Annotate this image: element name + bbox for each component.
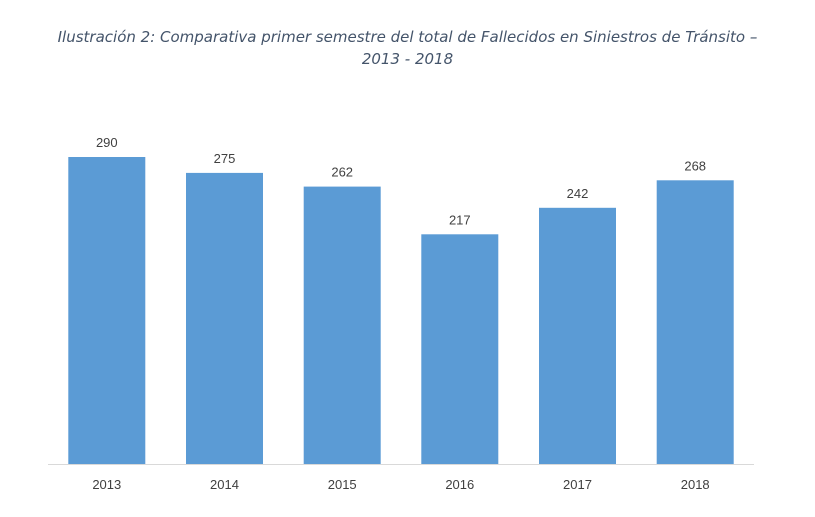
- x-tick-labels-layer: 2013 2014 2015 2016 2017 2018: [92, 477, 709, 492]
- bar-2017: [539, 207, 616, 465]
- data-label-2016: 217: [449, 212, 471, 227]
- chart-title-line-2: 2013 - 2018: [361, 50, 454, 68]
- x-tick-label-2014: 2014: [210, 477, 239, 492]
- bar-2013: [68, 157, 146, 464]
- data-label-2015: 262: [331, 165, 353, 180]
- bar-2016: [421, 234, 499, 464]
- bar-2018: [656, 180, 734, 465]
- x-tick-label-2016: 2016: [445, 477, 474, 492]
- data-label-2018: 268: [684, 158, 706, 173]
- x-tick-label-2018: 2018: [681, 477, 710, 492]
- chart-title: Ilustración 2: Comparativa primer semest…: [0, 26, 815, 70]
- x-tick-label-2017: 2017: [563, 477, 592, 492]
- data-label-2013: 290: [96, 135, 118, 150]
- bar-2015: [303, 186, 381, 464]
- x-tick-label-2015: 2015: [328, 477, 357, 492]
- bars-layer: [68, 157, 734, 465]
- bar-2014: [186, 172, 263, 464]
- data-labels-layer: 290 275 262 217 242 268: [96, 135, 706, 227]
- data-label-2017: 242: [567, 186, 589, 201]
- x-tick-label-2013: 2013: [92, 477, 121, 492]
- chart-title-line-1: Ilustración 2: Comparativa primer semest…: [57, 28, 758, 46]
- data-label-2014: 275: [214, 151, 236, 166]
